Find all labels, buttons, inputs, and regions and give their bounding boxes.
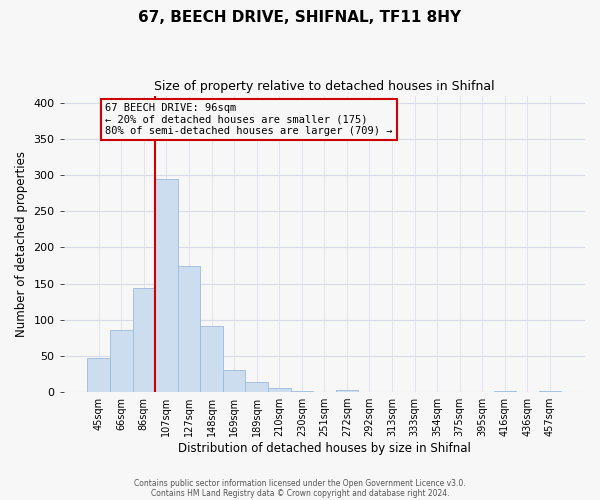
- Text: 67, BEECH DRIVE, SHIFNAL, TF11 8HY: 67, BEECH DRIVE, SHIFNAL, TF11 8HY: [139, 10, 461, 25]
- Bar: [178, 266, 200, 392]
- Bar: [539, 390, 562, 392]
- Title: Size of property relative to detached houses in Shifnal: Size of property relative to detached ho…: [154, 80, 494, 93]
- X-axis label: Distribution of detached houses by size in Shifnal: Distribution of detached houses by size …: [178, 442, 471, 455]
- Bar: [200, 326, 223, 392]
- Bar: [335, 390, 358, 392]
- Bar: [133, 288, 155, 392]
- Bar: [268, 388, 290, 392]
- Bar: [155, 178, 178, 392]
- Text: 67 BEECH DRIVE: 96sqm
← 20% of detached houses are smaller (175)
80% of semi-det: 67 BEECH DRIVE: 96sqm ← 20% of detached …: [106, 103, 393, 136]
- Text: Contains public sector information licensed under the Open Government Licence v3: Contains public sector information licen…: [134, 478, 466, 488]
- Text: Contains HM Land Registry data © Crown copyright and database right 2024.: Contains HM Land Registry data © Crown c…: [151, 488, 449, 498]
- Bar: [110, 330, 133, 392]
- Bar: [223, 370, 245, 392]
- Bar: [290, 390, 313, 392]
- Y-axis label: Number of detached properties: Number of detached properties: [15, 151, 28, 337]
- Bar: [88, 358, 110, 392]
- Bar: [494, 390, 516, 392]
- Bar: [245, 382, 268, 392]
